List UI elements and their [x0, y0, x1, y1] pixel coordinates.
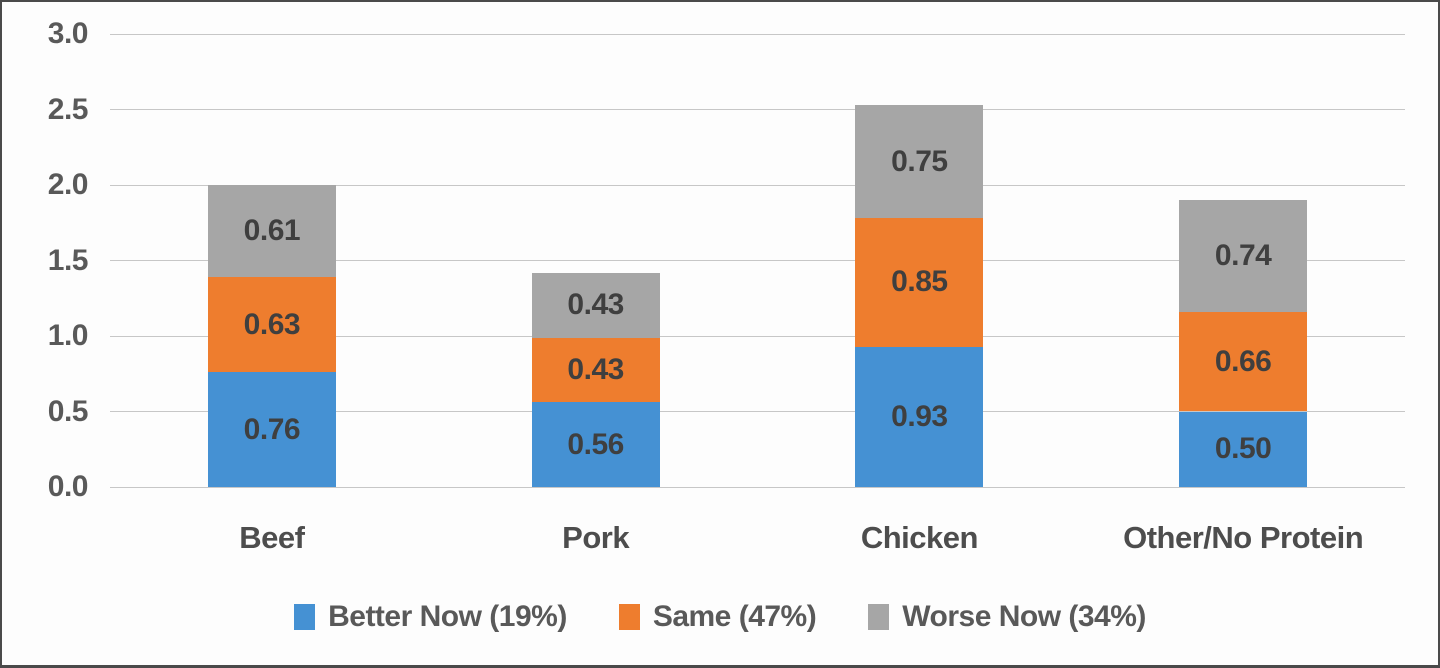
x-axis-category-label-other-no-protein: Other/No Protein: [1123, 520, 1364, 555]
legend-swatch-icon: [294, 604, 316, 630]
gridline-y-2.5: [110, 109, 1405, 110]
y-axis-tick-label: 2.0: [47, 168, 89, 201]
data-label: 0.50: [1214, 432, 1272, 466]
gridline-y-3.0: [110, 33, 1405, 35]
data-label: 0.76: [243, 412, 301, 446]
bar-segment-pork-better-now: 0.56: [531, 402, 660, 487]
gridline-y-0.5: [110, 411, 1405, 412]
bar-segment-pork-same: 0.43: [531, 337, 660, 403]
gridline-y-0.0: [110, 486, 1405, 488]
bar-segment-other-no-protein-better-now: 0.50: [1179, 411, 1308, 487]
bar-segment-chicken-better-now: 0.93: [855, 346, 984, 487]
y-axis-tick-label: 1.0: [47, 319, 89, 352]
bar-segment-chicken-worse-now: 0.75: [855, 104, 984, 219]
bar-segment-chicken-same: 0.85: [855, 218, 984, 347]
data-label: 0.75: [891, 144, 948, 178]
bar-segment-pork-worse-now: 0.43: [531, 272, 660, 338]
gridline-y-2.0: [110, 184, 1405, 186]
data-label: 0.61: [243, 214, 301, 248]
y-axis-tick-label: 3.0: [47, 17, 89, 50]
legend: Better Now (19%) Same (47%) Worse Now (34%…: [2, 600, 1438, 634]
x-axis-category-label-beef: Beef: [239, 520, 305, 555]
data-label: 0.74: [1214, 238, 1272, 272]
legend-label: Worse Now (34%): [902, 600, 1146, 633]
legend-item-same: Same (47%): [618, 600, 817, 634]
legend-swatch-icon: [618, 604, 640, 630]
legend-label: Better Now (19%): [328, 600, 567, 633]
data-label: 0.56: [567, 427, 624, 461]
data-label: 0.93: [891, 399, 948, 433]
data-label: 0.43: [567, 288, 624, 322]
bar-segment-other-no-protein-same: 0.66: [1179, 311, 1308, 412]
y-axis-tick-label: 0.0: [47, 470, 89, 503]
data-label: 0.43: [567, 352, 624, 386]
x-axis-category-label-chicken: Chicken: [860, 520, 979, 555]
bar-segment-beef-better-now: 0.76: [207, 372, 336, 487]
legend-item-better-now: Better Now (19%): [294, 600, 567, 634]
legend-item-worse-now: Worse Now (34%): [868, 600, 1146, 634]
gridline-y-1.5: [110, 260, 1405, 261]
bar-segment-other-no-protein-worse-now: 0.74: [1179, 200, 1308, 312]
gridline-y-1.0: [110, 335, 1405, 337]
data-label: 0.66: [1214, 344, 1272, 378]
y-axis-tick-label: 0.5: [47, 394, 89, 428]
data-label: 0.63: [243, 307, 301, 341]
y-axis-tick-label: 2.5: [47, 92, 89, 126]
bar-segment-beef-worse-now: 0.61: [207, 185, 336, 278]
data-label: 0.85: [891, 265, 948, 299]
legend-swatch-icon: [868, 604, 890, 630]
y-axis-tick-label: 1.5: [47, 243, 89, 277]
x-axis-category-label-pork: Pork: [562, 520, 630, 555]
legend-label: Same (47%): [652, 600, 817, 633]
bar-segment-beef-same: 0.63: [207, 277, 336, 373]
